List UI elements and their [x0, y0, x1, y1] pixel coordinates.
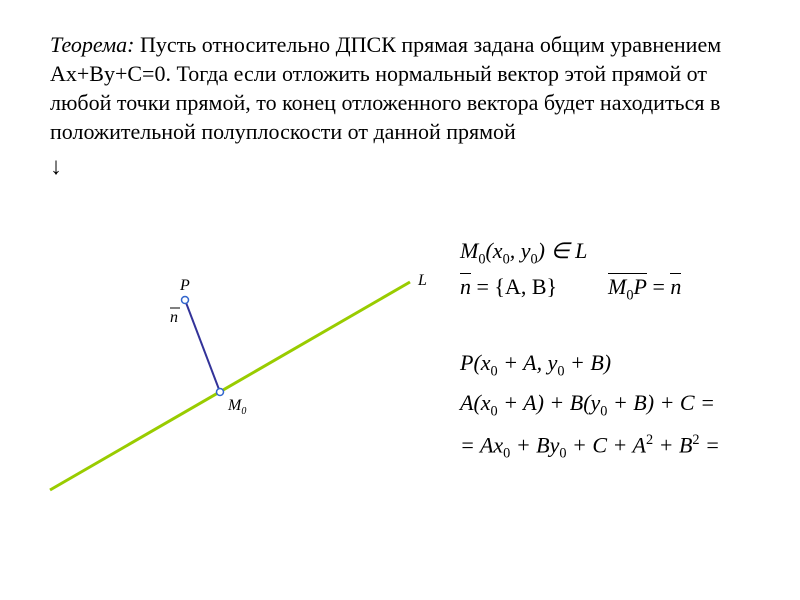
- math-line-2b: M0P = n: [608, 273, 681, 304]
- theorem-text: Теорема: Пусть относительно ДПСК прямая …: [50, 30, 750, 146]
- vector-n: [185, 300, 220, 392]
- math-line-3: P(x0 + A, y0 + B): [460, 350, 611, 380]
- label-M0: M0: [227, 397, 246, 417]
- point-P: [182, 297, 189, 304]
- label-L: L: [417, 272, 427, 289]
- math-line-4: A(x0 + A) + B(y0 + B) + C =: [460, 390, 715, 420]
- label-P: P: [179, 277, 190, 294]
- point-M0: [217, 389, 224, 396]
- down-arrow-icon: ↓: [50, 154, 750, 181]
- math-line-1: M0(x0, y0) ∈ L: [460, 238, 587, 268]
- math-line-2a: n = {A, B}: [460, 273, 557, 300]
- label-n: n: [170, 309, 178, 326]
- slide-page: Теорема: Пусть относительно ДПСК прямая …: [0, 0, 800, 600]
- geometry-diagram: n M0 P L: [40, 230, 430, 510]
- theorem-label: Теорема:: [50, 32, 135, 57]
- line-L: [50, 282, 410, 490]
- theorem-body: Пусть относительно ДПСК прямая задана об…: [50, 32, 721, 144]
- math-line-5: = Ax0 + By0 + C + A2 + B2 =: [460, 432, 720, 463]
